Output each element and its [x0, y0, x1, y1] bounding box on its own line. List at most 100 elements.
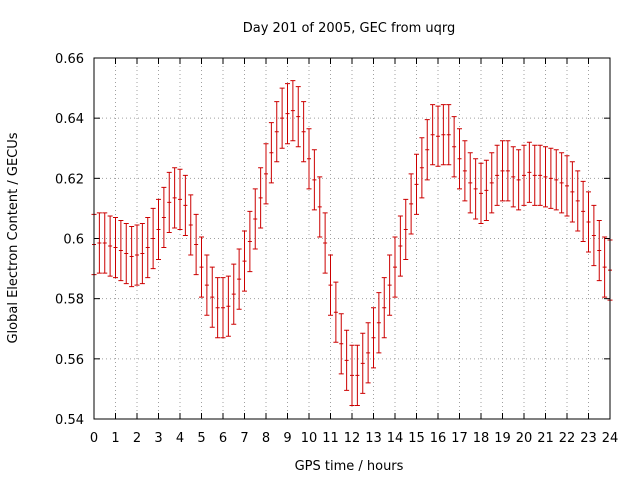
- data-point: [596, 219, 602, 282]
- data-point: [414, 153, 419, 215]
- data-point: [365, 322, 371, 384]
- data-point: [333, 281, 339, 343]
- data-point: [328, 254, 333, 316]
- data-point: [166, 171, 172, 233]
- data-point: [457, 128, 462, 190]
- data-point: [500, 140, 505, 202]
- x-tick-label: 7: [240, 431, 248, 446]
- x-tick-label: 22: [559, 431, 576, 446]
- data-point: [602, 236, 608, 298]
- data-point: [580, 180, 586, 243]
- data-point: [188, 194, 194, 256]
- data-point: [419, 137, 425, 199]
- data-point: [505, 140, 511, 202]
- data-point: [553, 149, 559, 211]
- data-point: [526, 141, 532, 203]
- data-point: [521, 144, 527, 206]
- data-point: [435, 105, 441, 167]
- data-point: [156, 198, 161, 261]
- data-point: [564, 155, 570, 217]
- data-point: [199, 236, 204, 298]
- data-point: [462, 140, 468, 202]
- data-point: [193, 213, 199, 276]
- data-point: [392, 236, 398, 298]
- x-tick-label: 24: [602, 431, 619, 446]
- data-point: [376, 292, 382, 354]
- x-tick-label: 11: [322, 431, 339, 446]
- data-point: [548, 147, 554, 209]
- y-tick-label: 0.6: [63, 233, 84, 248]
- data-point: [311, 149, 317, 211]
- data-point: [220, 277, 226, 339]
- y-tick-label: 0.62: [55, 172, 84, 187]
- data-point: [285, 83, 290, 145]
- y-tick-label: 0.64: [55, 112, 84, 127]
- data-point: [478, 162, 484, 224]
- data-point: [150, 207, 156, 270]
- data-point: [473, 158, 479, 220]
- y-tick-labels: 0.54 0.56 0.58 0.6 0.62 0.64 0.66: [55, 52, 84, 428]
- x-axis-label: GPS time / hours: [295, 459, 404, 474]
- data-point: [354, 344, 360, 406]
- data-point: [408, 173, 414, 235]
- data-point: [516, 149, 522, 211]
- data-point: [225, 275, 231, 337]
- data-point: [591, 204, 597, 267]
- data-point: [569, 161, 575, 223]
- data-point: [209, 266, 215, 328]
- x-tick-label: 5: [197, 431, 205, 446]
- data-point: [349, 344, 355, 406]
- data-point: [397, 215, 403, 277]
- y-axis-label: Global Electron Content / GECUs: [6, 132, 21, 343]
- data-point: [532, 144, 538, 206]
- data-point: [344, 329, 350, 391]
- x-tick-label: 9: [283, 431, 291, 446]
- x-tick-label: 10: [301, 431, 318, 446]
- y-tick-label: 0.66: [55, 52, 84, 67]
- data-point: [559, 152, 565, 214]
- data-point: [290, 80, 296, 142]
- x-tick-label: 3: [154, 431, 162, 446]
- data-point: [204, 254, 210, 316]
- x-tick-label: 1: [111, 431, 119, 446]
- x-tick-label: 17: [451, 431, 468, 446]
- data-point: [102, 212, 108, 274]
- data-point: [446, 104, 452, 166]
- data-point: [322, 212, 328, 274]
- data-point: [274, 101, 280, 163]
- data-point: [430, 104, 436, 166]
- data-point: [451, 116, 457, 178]
- data-point: [301, 101, 307, 163]
- x-tick-label: 13: [365, 431, 382, 446]
- x-tick-label: 6: [219, 431, 227, 446]
- data-point: [96, 212, 102, 274]
- x-tick-label: 18: [473, 431, 490, 446]
- x-tick-label: 20: [516, 431, 533, 446]
- data-point: [247, 210, 253, 273]
- data-point: [360, 332, 366, 394]
- data-point: [161, 186, 167, 249]
- x-tick-label: 15: [408, 431, 425, 446]
- data-point: [252, 188, 258, 250]
- x-tick-label: 8: [262, 431, 270, 446]
- plot-frame: [93, 57, 611, 420]
- data-point: [317, 176, 323, 238]
- data-point: [123, 222, 129, 285]
- x-tick-label: 21: [537, 431, 554, 446]
- data-point: [575, 170, 581, 232]
- data-point: [236, 248, 242, 310]
- data-point: [483, 159, 489, 221]
- data-point: [586, 191, 591, 253]
- y-tick-label: 0.56: [55, 353, 84, 368]
- data-point: [440, 104, 446, 166]
- data-point: [107, 215, 113, 277]
- data-point: [139, 222, 145, 285]
- data-point: [145, 216, 151, 279]
- data-point: [295, 86, 301, 148]
- x-tick-label: 16: [430, 431, 447, 446]
- data-point: [268, 122, 274, 184]
- data-point: [118, 219, 124, 282]
- data-point: [371, 307, 376, 369]
- data-point: [263, 143, 269, 205]
- y-tick-label: 0.58: [55, 293, 84, 308]
